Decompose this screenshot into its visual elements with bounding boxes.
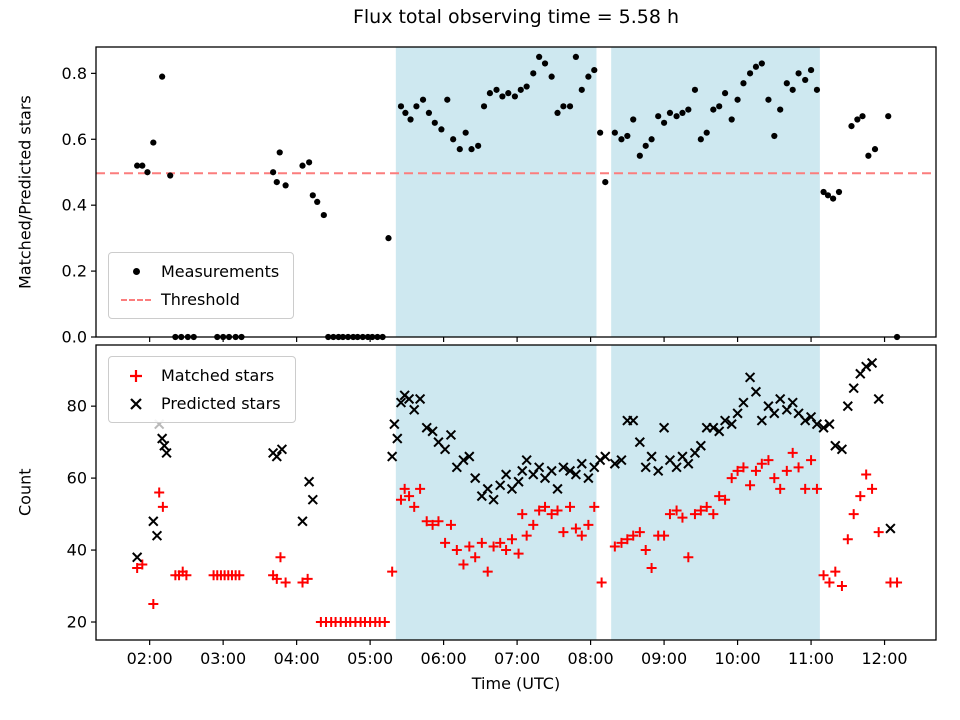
legend-ratio: Measurements Threshold — [108, 252, 295, 319]
ratio-subplot: 0.0 0.2 0.4 0.6 0.8 — [62, 46, 937, 347]
y-tick-label: 80 — [67, 397, 87, 416]
y-axis-label-ratio: Matched/Predicted stars — [15, 95, 35, 289]
legend-item-matched-stars: Matched stars — [121, 366, 281, 385]
chart-title: Flux total observing time = 5.58 h — [352, 6, 680, 28]
y-tick-label: 0.6 — [62, 130, 87, 149]
x-tick-label: 02:00 — [127, 649, 173, 668]
y-tick-label: 40 — [67, 541, 87, 560]
threshold-dash-icon — [121, 298, 151, 301]
x-tick-label: 09:00 — [641, 649, 687, 668]
x-tick-label: 07:00 — [494, 649, 540, 668]
observing-window-shade — [395, 47, 597, 337]
x-tick-label: 10:00 — [715, 649, 761, 668]
x-marker-icon — [121, 397, 151, 411]
y-tick-label: 0.2 — [62, 262, 87, 281]
legend-item-threshold: Threshold — [121, 290, 279, 309]
legend-label: Matched stars — [161, 366, 275, 385]
series-x — [132, 357, 896, 563]
x-tick-label: 06:00 — [421, 649, 467, 668]
legend-label: Threshold — [161, 290, 240, 309]
y-tick-label: 0.0 — [62, 328, 87, 347]
series-dot — [134, 53, 901, 341]
observing-window-shade — [611, 47, 820, 337]
axes-frame — [95, 46, 937, 338]
legend-count: Matched stars Predicted stars — [108, 356, 296, 423]
legend-item-measurements: Measurements — [121, 262, 279, 281]
x-tick-label: 12:00 — [862, 649, 908, 668]
series-plus — [132, 447, 903, 628]
x-tick-label: 04:00 — [274, 649, 320, 668]
measurements-dot-icon — [121, 268, 151, 275]
observing-window-shade — [611, 345, 820, 640]
x-tick-label: 08:00 — [568, 649, 614, 668]
y-tick-label: 20 — [67, 613, 87, 632]
plus-marker-icon — [121, 369, 151, 383]
legend-label: Measurements — [161, 262, 280, 281]
legend-label: Predicted stars — [161, 394, 281, 413]
y-tick-label: 0.4 — [62, 196, 87, 215]
count-subplot: 20 40 60 80 02:00 03:00 04:00 05:00 06:00 07:00 08… — [67, 344, 937, 668]
x-tick-label: 05:00 — [347, 649, 393, 668]
y-axis-label-count: Count — [15, 468, 35, 517]
y-tick-label: 0.8 — [62, 64, 87, 83]
y-tick-label: 60 — [67, 469, 87, 488]
x-axis-label: Time (UTC) — [471, 674, 561, 693]
x-tick-label: 11:00 — [788, 649, 834, 668]
legend-item-predicted-stars: Predicted stars — [121, 394, 281, 413]
observing-window-shade — [395, 345, 597, 640]
axes-frame — [95, 344, 937, 641]
x-tick-label: 03:00 — [200, 649, 246, 668]
